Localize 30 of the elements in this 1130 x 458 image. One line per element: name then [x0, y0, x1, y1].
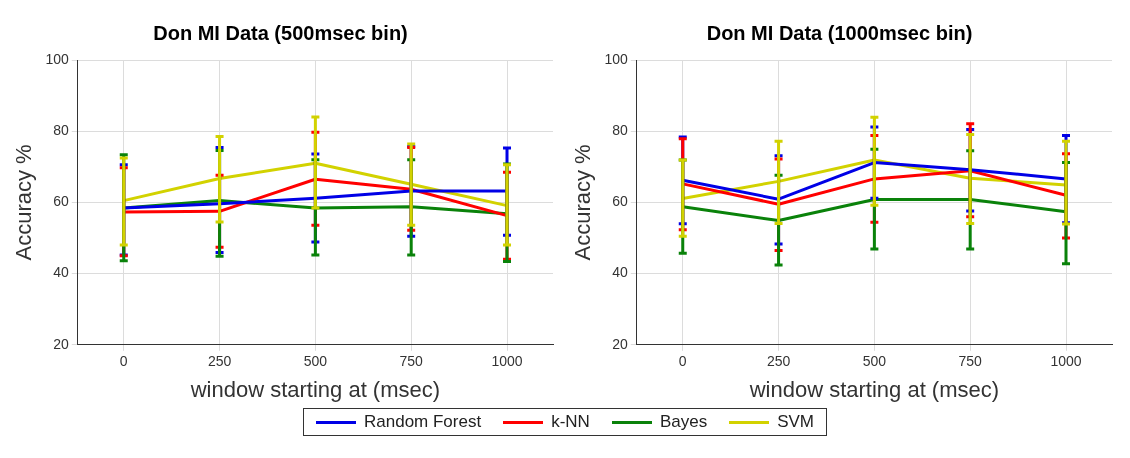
x-axis-title: window starting at (msec): [748, 376, 1000, 402]
legend-label: SVM: [777, 412, 814, 432]
y-tick-label: 100: [604, 50, 628, 67]
legend-label: Bayes: [659, 412, 708, 432]
legend-label: Random Forest: [364, 412, 482, 432]
x-tick-label: 250: [207, 353, 232, 370]
y-tick-label: 60: [612, 193, 628, 210]
x-tick-label: 1000: [491, 353, 523, 370]
y-tick-label: 20: [53, 335, 69, 352]
y-tick-label: 60: [53, 193, 69, 210]
y-tick-label: 80: [53, 122, 69, 139]
y-axis-title: Accuracy %: [11, 144, 37, 261]
legend-label: k-NN: [551, 412, 590, 432]
x-tick-label: 1000: [1050, 353, 1082, 370]
y-tick-label: 100: [45, 50, 69, 67]
y-tick-label: 40: [53, 264, 69, 281]
x-tick-label: 0: [119, 353, 128, 370]
y-tick-label: 40: [612, 264, 628, 281]
x-tick-label: 500: [303, 353, 328, 370]
y-axis-title: Accuracy %: [570, 144, 596, 261]
x-tick-label: 500: [862, 353, 887, 370]
x-tick-label: 750: [399, 353, 424, 370]
x-tick-label: 750: [958, 353, 983, 370]
x-tick-label: 0: [678, 353, 687, 370]
y-tick-label: 80: [612, 122, 628, 139]
x-tick-label: 250: [766, 353, 791, 370]
chart-title: Don MI Data (1000msec bin): [706, 21, 973, 44]
y-tick-label: 20: [612, 335, 628, 352]
x-axis-title: window starting at (msec): [189, 376, 441, 402]
chart-title: Don MI Data (500msec bin): [153, 21, 408, 44]
